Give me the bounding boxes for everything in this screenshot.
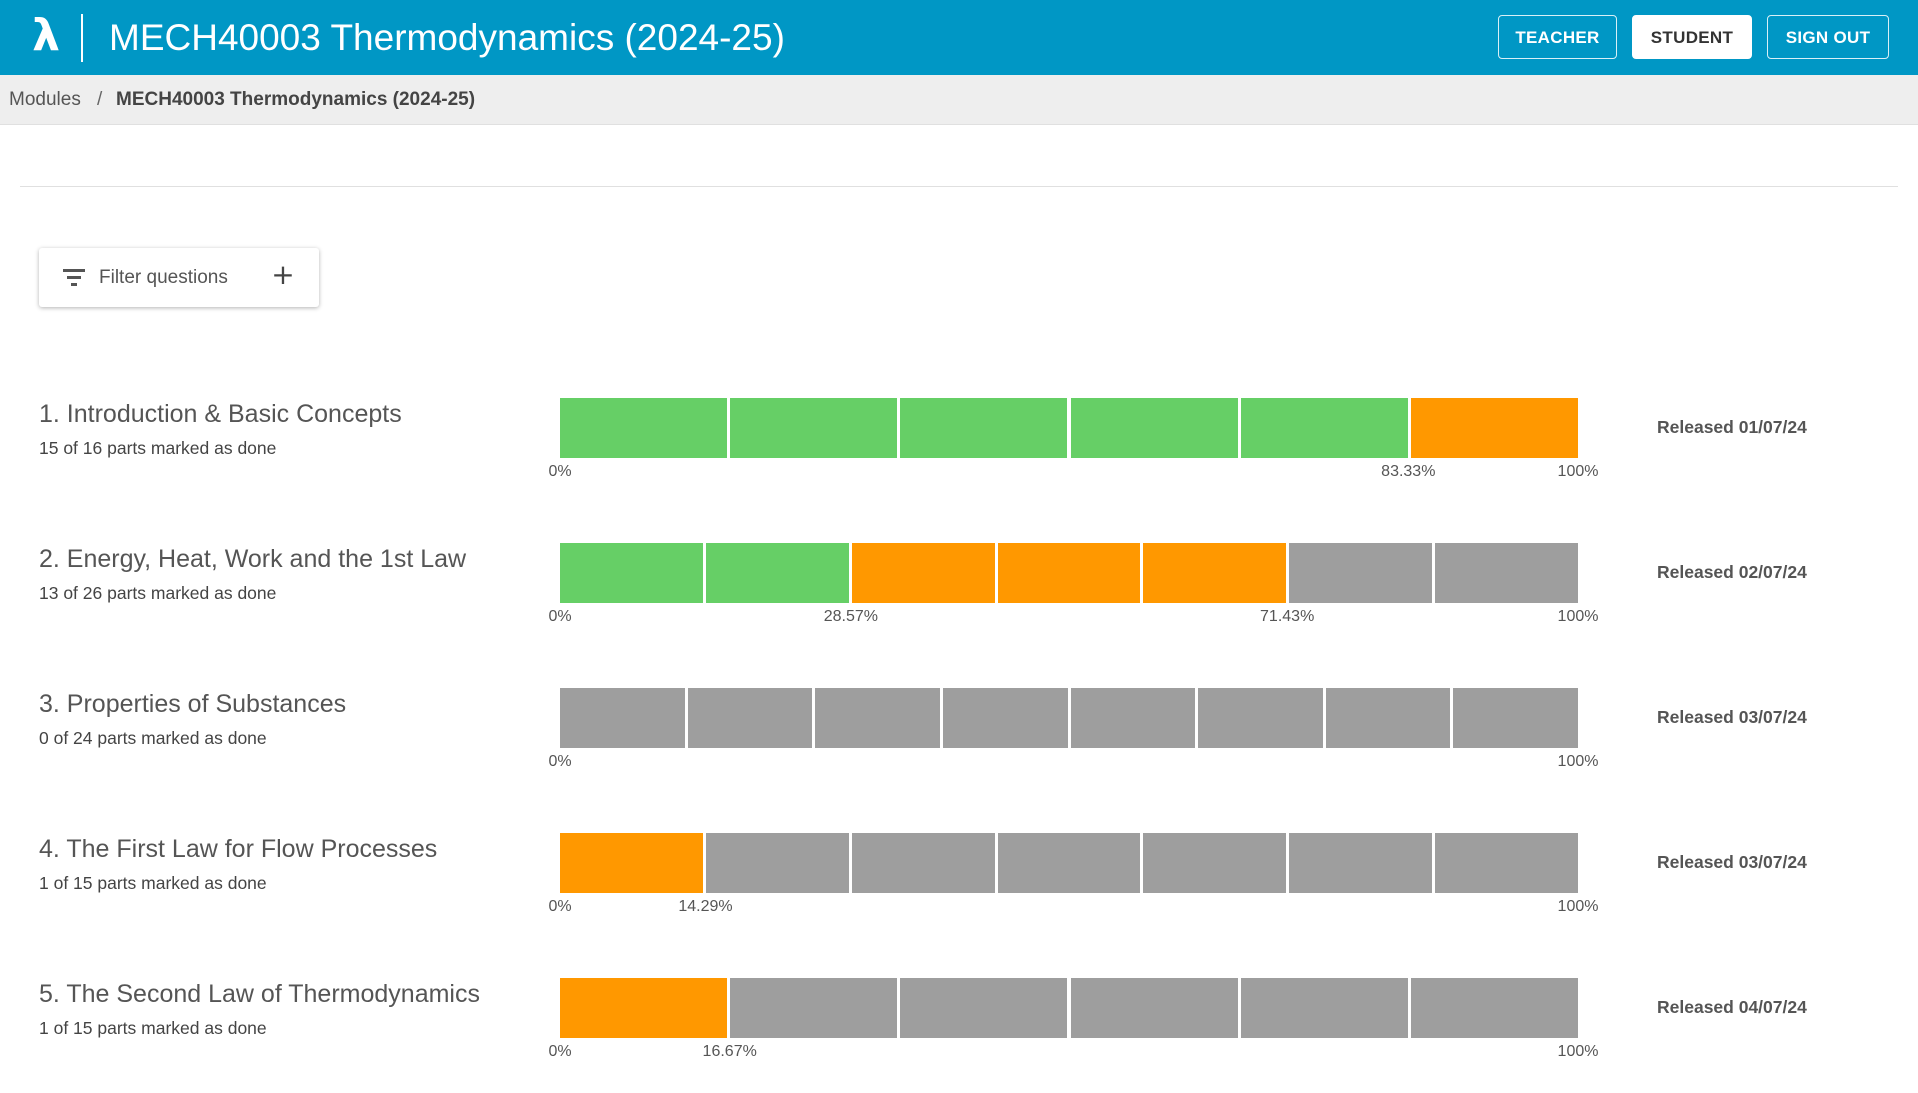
progress-bar: 0% 83.33% 100%: [548, 398, 1598, 480]
progress-segment-partial[interactable]: [997, 543, 1141, 603]
progress-tick-label: 100%: [1557, 1043, 1599, 1060]
progress-segment-todo[interactable]: [997, 833, 1141, 893]
progress-segment-todo[interactable]: [705, 833, 849, 893]
app-header: λ MECH40003 Thermodynamics (2024-25) TEA…: [0, 0, 1918, 75]
progress-tick-label: 83.33%: [1381, 463, 1436, 480]
sign-out-button[interactable]: SIGN OUT: [1767, 15, 1889, 59]
topic-title[interactable]: 2. Energy, Heat, Work and the 1st Law: [39, 545, 467, 573]
progress-segment-partial[interactable]: [560, 833, 703, 893]
topic-title[interactable]: 5. The Second Law of Thermodynamics: [39, 980, 480, 1008]
progress-segment-partial[interactable]: [560, 978, 728, 1038]
breadcrumb-separator: /: [97, 89, 103, 110]
progress-segment-todo[interactable]: [687, 688, 813, 748]
header-divider: [81, 14, 83, 62]
breadcrumb-modules-link[interactable]: Modules: [9, 89, 81, 110]
topic-progress-text: 1 of 15 parts marked as done: [39, 1018, 267, 1038]
topic-row: 4. The First Law for Flow Processes 1 of …: [0, 833, 1918, 943]
lambda-logo-icon[interactable]: λ: [32, 10, 60, 61]
progress-segment-todo[interactable]: [730, 978, 898, 1038]
progress-segment-todo[interactable]: [1435, 543, 1578, 603]
release-date: Released 04/07/24: [1657, 997, 1807, 1017]
progress-tick-label: 100%: [1557, 463, 1599, 480]
progress-segment-todo[interactable]: [1143, 833, 1287, 893]
topic-row: 2. Energy, Heat, Work and the 1st Law 13 …: [0, 543, 1918, 653]
progress-tick-label: 100%: [1557, 608, 1599, 625]
progress-segment-todo[interactable]: [1289, 543, 1433, 603]
release-date: Released 02/07/24: [1657, 562, 1807, 582]
progress-segment-todo[interactable]: [560, 688, 685, 748]
release-date: Released 03/07/24: [1657, 707, 1807, 727]
progress-bar: 0% 16.67% 100%: [548, 978, 1598, 1060]
progress-tick-label: 0%: [548, 463, 572, 480]
progress-segment-partial[interactable]: [1143, 543, 1287, 603]
topic-progress-text: 0 of 24 parts marked as done: [39, 728, 267, 748]
topic-progress-text: 13 of 26 parts marked as done: [39, 583, 277, 603]
progress-tick-label: 0%: [548, 1043, 572, 1060]
progress-segment-partial[interactable]: [1410, 398, 1578, 458]
progress-tick-label: 0%: [548, 608, 572, 625]
topic-row: 1. Introduction & Basic Concepts 15 of 16…: [0, 398, 1918, 508]
topic-row: 3. Properties of Substances 0 of 24 parts…: [0, 688, 1918, 798]
progress-bar: 0% 28.57% 71.43% 100%: [548, 543, 1598, 625]
topic-title[interactable]: 3. Properties of Substances: [39, 690, 347, 718]
progress-segment-todo[interactable]: [1240, 978, 1408, 1038]
teacher-button[interactable]: TEACHER: [1498, 15, 1617, 59]
breadcrumb-current: MECH40003 Thermodynamics (2024-25): [116, 89, 476, 110]
progress-segment-todo[interactable]: [1325, 688, 1451, 748]
progress-segment-done[interactable]: [1240, 398, 1408, 458]
progress-tick-label: 16.67%: [702, 1043, 757, 1060]
progress-bar: 0% 100%: [548, 688, 1598, 770]
filter-icon: [63, 268, 85, 286]
topic-title[interactable]: 1. Introduction & Basic Concepts: [39, 400, 402, 428]
progress-segment-todo[interactable]: [942, 688, 1068, 748]
progress-segment-done[interactable]: [1070, 398, 1238, 458]
progress-segment-todo[interactable]: [851, 833, 995, 893]
student-button[interactable]: STUDENT: [1632, 15, 1752, 59]
progress-tick-label: 28.57%: [823, 608, 878, 625]
progress-tick-label: 14.29%: [678, 898, 733, 915]
progress-segment-done[interactable]: [560, 398, 728, 458]
progress-segment-todo[interactable]: [1070, 688, 1196, 748]
progress-segment-todo[interactable]: [1289, 833, 1433, 893]
release-date: Released 01/07/24: [1657, 417, 1807, 437]
progress-segment-done[interactable]: [560, 543, 703, 603]
release-date: Released 03/07/24: [1657, 852, 1807, 872]
progress-segment-partial[interactable]: [851, 543, 995, 603]
progress-tick-label: 71.43%: [1260, 608, 1315, 625]
filter-label: Filter questions: [99, 267, 228, 288]
topic-progress-text: 15 of 16 parts marked as done: [39, 438, 277, 458]
add-filter-icon[interactable]: +: [271, 258, 295, 291]
filter-questions-button[interactable]: Filter questions +: [39, 248, 319, 307]
progress-tick-label: 0%: [548, 898, 572, 915]
progress-segment-done[interactable]: [730, 398, 898, 458]
module-title: MECH40003 Thermodynamics (2024-25): [109, 17, 785, 58]
progress-segment-todo[interactable]: [1070, 978, 1238, 1038]
progress-tick-label: 100%: [1557, 898, 1599, 915]
topic-progress-text: 1 of 15 parts marked as done: [39, 873, 267, 893]
progress-segment-done[interactable]: [900, 398, 1068, 458]
progress-segment-todo[interactable]: [900, 978, 1068, 1038]
topic-row: 5. The Second Law of Thermodynamics 1 of …: [0, 978, 1918, 1088]
topic-title[interactable]: 4. The First Law for Flow Processes: [39, 835, 438, 863]
progress-segment-todo[interactable]: [1410, 978, 1578, 1038]
progress-segment-todo[interactable]: [1435, 833, 1578, 893]
progress-bar: 0% 14.29% 100%: [548, 833, 1598, 915]
progress-tick-label: 0%: [548, 753, 572, 770]
progress-segment-todo[interactable]: [1453, 688, 1578, 748]
breadcrumb: Modules / MECH40003 Thermodynamics (2024…: [0, 75, 1918, 125]
divider: [20, 186, 1898, 187]
progress-tick-label: 100%: [1557, 753, 1599, 770]
progress-segment-done[interactable]: [705, 543, 849, 603]
progress-segment-todo[interactable]: [815, 688, 940, 748]
progress-segment-todo[interactable]: [1198, 688, 1323, 748]
